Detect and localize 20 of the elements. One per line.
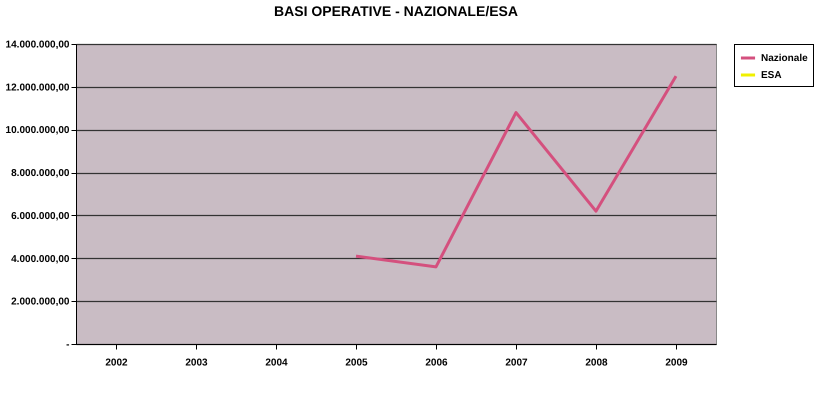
x-tick-label: 2005 <box>345 358 368 368</box>
x-tick-label: 2006 <box>425 358 448 368</box>
legend-label: ESA <box>761 70 782 81</box>
x-tick-label: 2003 <box>185 358 208 368</box>
y-tick-label: 8.000.000,00 <box>11 168 70 180</box>
y-tick-label: 2.000.000,00 <box>11 296 70 308</box>
y-tick-label: 4.000.000,00 <box>11 254 70 265</box>
x-tick-label: 2007 <box>505 358 528 368</box>
y-tick-label: - <box>66 340 70 350</box>
line-series <box>354 74 678 268</box>
x-tick-label: 2008 <box>585 358 608 368</box>
x-tick-label: 2004 <box>265 358 288 368</box>
y-tick-label: 14.000.000,00 <box>6 40 70 50</box>
chart-title: BASI OPERATIVE - NAZIONALE/ESA <box>274 3 518 19</box>
x-tick-label: 2009 <box>665 358 688 368</box>
x-tick-label: 2002 <box>105 358 128 368</box>
y-tick-label: 12.000.000,00 <box>6 82 70 94</box>
legend-label: Nazionale <box>761 53 808 64</box>
y-tick-label: 6.000.000,00 <box>11 210 70 222</box>
y-tick-label: 10.000.000,00 <box>6 125 70 136</box>
